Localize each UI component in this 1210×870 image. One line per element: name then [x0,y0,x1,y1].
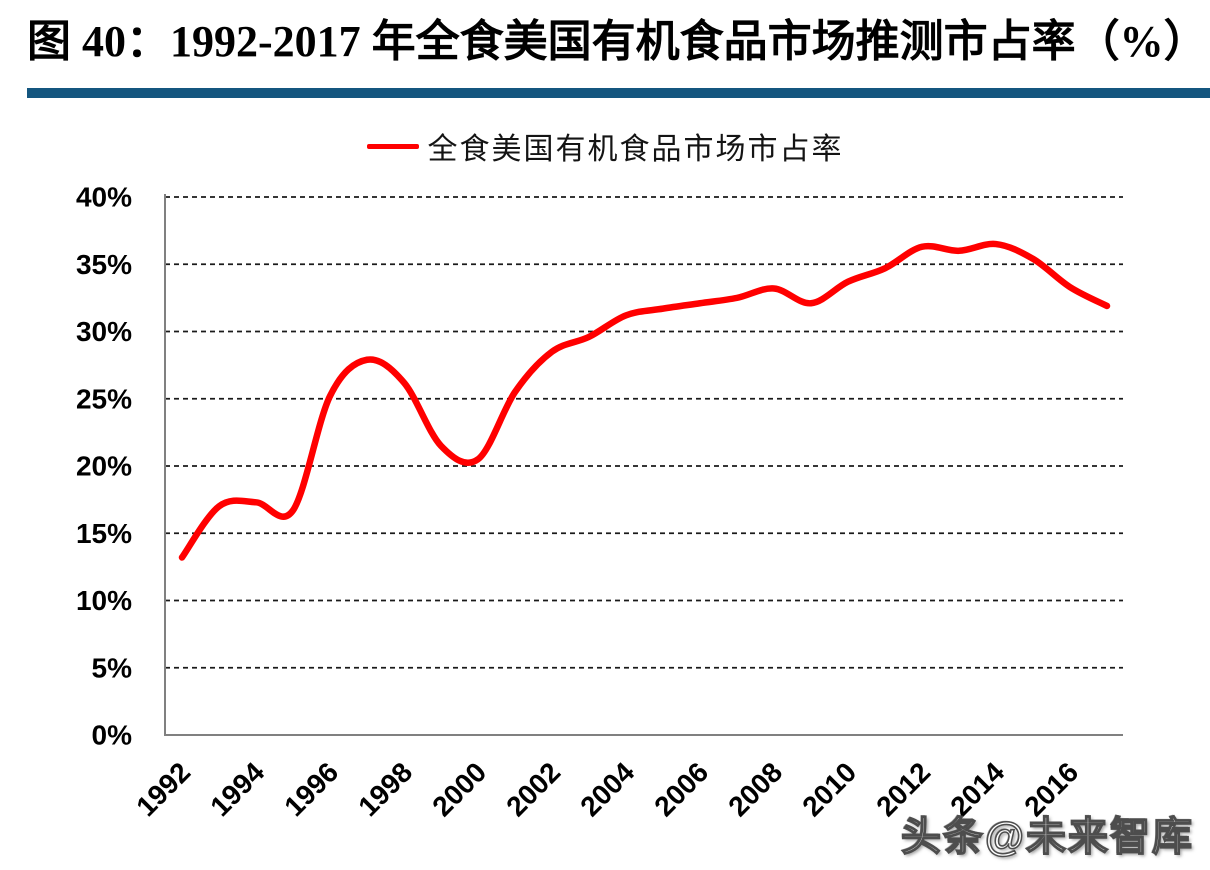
title-accent-bar [27,88,1210,98]
chart-legend: 全食美国有机食品市场市占率 [0,124,1210,168]
y-axis-labels: 0% 5% 10% 15% 20% 25% 30% 35% 40% [76,182,132,751]
x-axis-label: 2004 [574,756,640,822]
y-axis-label: 15% [76,518,132,549]
x-axis-label: 1994 [204,756,270,822]
series-line [178,240,1111,561]
y-axis-label: 20% [76,451,132,482]
watermark: 头条@未来智库 [900,814,1194,860]
y-axis-label: 30% [76,316,132,347]
legend-label: 全食美国有机食品市场市占率 [427,133,844,166]
y-axis-label: 40% [76,182,132,213]
series-group [178,240,1111,561]
gridlines [165,196,1123,669]
y-axis-label: 0% [92,720,133,751]
y-axis-label: 5% [92,652,133,683]
x-axis-label: 2000 [426,756,492,822]
y-axis-label: 25% [76,383,132,414]
axes [164,194,1123,736]
x-axis-label: 1996 [278,756,344,822]
x-axis-label: 1998 [352,756,418,822]
x-axis-label: 2008 [722,756,788,822]
x-axis-label: 2002 [500,756,566,822]
x-axis-label: 2010 [796,756,862,822]
legend-line-swatch [366,143,419,149]
figure-title: 图 40：1992-2017 年全食美国有机食品市场推测市占率（%） [27,17,1208,66]
x-axis-label: 2006 [648,756,714,822]
y-axis-label: 35% [76,249,132,280]
y-axis-label: 10% [76,585,132,616]
x-axis-label: 1992 [130,756,196,822]
